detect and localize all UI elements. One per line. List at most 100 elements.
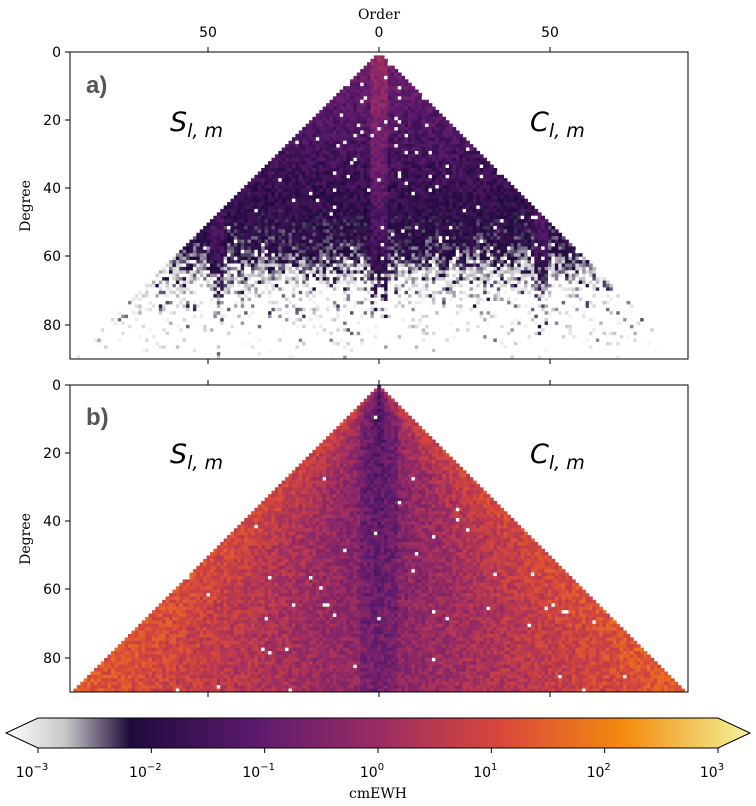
heatmap-cell	[565, 283, 569, 288]
heatmap-cell	[404, 270, 409, 275]
heatmap-cell	[363, 263, 368, 268]
heatmap-cell	[336, 283, 341, 288]
heatmap-cell	[493, 185, 498, 189]
heatmap-cell	[332, 232, 337, 237]
heatmap-cell	[305, 127, 310, 131]
heatmap-cell	[356, 225, 361, 230]
heatmap-cell	[503, 287, 508, 292]
heatmap-cell	[510, 253, 515, 258]
heatmap-cell	[469, 243, 474, 247]
heatmap-cell	[298, 174, 303, 179]
heatmap-cell	[346, 236, 351, 241]
heatmap-cell	[278, 171, 283, 176]
heatmap-cell	[452, 167, 457, 172]
heatmap-cell	[397, 174, 402, 179]
heatmap-cell	[479, 225, 484, 230]
heatmap-cell	[339, 198, 344, 203]
heatmap-cell	[192, 287, 197, 292]
heatmap-cell	[425, 243, 429, 247]
heatmap-cell	[213, 280, 218, 285]
heatmap-cell	[326, 109, 330, 114]
heatmap-cell	[285, 280, 289, 285]
heatmap-cell	[336, 270, 341, 275]
heatmap-cell	[363, 65, 368, 70]
heatmap-cell	[295, 174, 300, 179]
heatmap-cell	[309, 263, 313, 268]
heatmap-cell	[220, 287, 225, 292]
heatmap-cell	[346, 123, 351, 128]
heatmap-cell	[336, 130, 341, 135]
heatmap-cell	[503, 181, 508, 186]
heatmap-cell	[169, 280, 173, 285]
heatmap-cell	[240, 260, 245, 264]
heatmap-cell	[302, 178, 306, 183]
heatmap-cell	[233, 273, 238, 278]
heatmap-cell	[459, 290, 464, 295]
heatmap-cell	[349, 137, 354, 142]
heatmap-cell	[319, 202, 324, 206]
heatmap-cell	[367, 181, 371, 186]
heatmap-cell	[349, 154, 354, 159]
heatmap-cell	[360, 266, 365, 271]
heatmap-cell	[343, 219, 347, 223]
heatmap-cell	[309, 120, 313, 125]
heatmap-cell	[179, 249, 184, 254]
heatmap-cell	[397, 79, 402, 84]
heatmap-cell	[192, 266, 197, 271]
heatmap-cell	[360, 116, 365, 121]
heatmap-cell	[291, 287, 296, 292]
heatmap-cell	[312, 212, 317, 217]
heatmap-cell	[397, 127, 402, 131]
heatmap-cell	[326, 273, 330, 278]
heatmap-cell	[233, 239, 238, 244]
heatmap-cell	[541, 246, 545, 251]
heatmap-cell	[466, 167, 470, 172]
heatmap-cell	[448, 185, 453, 189]
heatmap-cell	[285, 219, 289, 223]
heatmap-cell	[363, 239, 368, 244]
heatmap-cell	[503, 239, 508, 244]
heatmap-cell	[186, 270, 190, 275]
heatmap-cell	[384, 185, 388, 189]
heatmap-cell	[554, 229, 559, 234]
heatmap-cell	[534, 249, 539, 254]
heatmap-cell	[479, 178, 484, 183]
heatmap-cell	[370, 106, 375, 111]
heatmap-cell	[452, 130, 457, 135]
heatmap-cell	[442, 133, 446, 138]
heatmap-cell	[179, 263, 184, 268]
heatmap-cell	[339, 96, 344, 101]
heatmap-cell	[196, 263, 201, 268]
heatmap-cell	[274, 239, 279, 244]
heatmap-cell	[425, 103, 429, 107]
heatmap-cell	[213, 225, 218, 230]
heatmap-cell	[571, 246, 576, 251]
heatmap-cell	[373, 198, 378, 203]
heatmap-cell	[377, 212, 382, 217]
heatmap-cell	[476, 270, 481, 275]
heatmap-cell	[466, 253, 470, 258]
heatmap-cell	[268, 208, 272, 213]
heatmap-cell	[349, 266, 354, 271]
heatmap-cell	[346, 181, 351, 186]
heatmap-cell	[356, 137, 361, 142]
heatmap-cell	[268, 174, 272, 179]
heatmap-cell	[322, 137, 327, 142]
heatmap-cell	[291, 171, 296, 176]
heatmap-cell	[380, 69, 385, 73]
heatmap-cell	[312, 171, 317, 176]
heatmap-cell	[322, 283, 327, 288]
heatmap-cell	[394, 266, 399, 271]
heatmap-cell	[353, 185, 358, 189]
heatmap-cell	[503, 253, 508, 258]
heatmap-cell	[380, 123, 385, 128]
heatmap-cell	[370, 127, 375, 131]
heatmap-cell	[257, 232, 262, 237]
heatmap-cell	[592, 277, 597, 281]
heatmap-cell	[367, 171, 371, 176]
heatmap-cell	[363, 280, 368, 285]
heatmap-cell	[496, 188, 501, 193]
heatmap-cell	[247, 280, 252, 285]
heatmap-cell	[418, 127, 423, 131]
heatmap-cell	[455, 232, 460, 237]
